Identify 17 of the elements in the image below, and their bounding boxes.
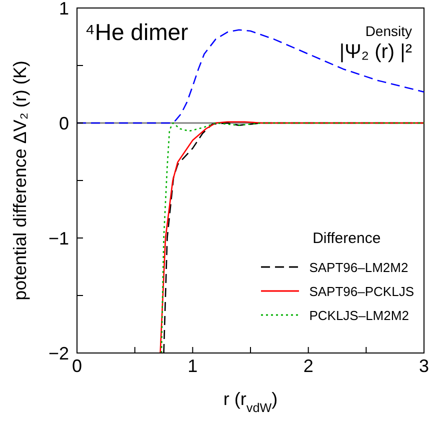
y-axis-title: potential difference ΔV₂ (r) (K) <box>10 60 30 300</box>
y-tick-label: 0 <box>58 113 69 134</box>
y-tick-label: −1 <box>48 228 69 248</box>
legend-title: Difference <box>312 230 382 247</box>
x-tick-label: 1 <box>188 356 198 376</box>
legend-label: SAPT96–LM2M2 <box>309 260 408 274</box>
legend-label: SAPT96–PCKLJS <box>309 284 414 298</box>
annotation: Density <box>365 23 412 39</box>
annotation: ⁴He dimer <box>85 19 189 45</box>
y-tick-label: 1 <box>58 0 69 18</box>
y-tick-label: −2 <box>48 343 69 364</box>
x-axis-title: r (r$_{vdW}$) <box>223 389 278 415</box>
x-tick-label: 3 <box>418 356 430 376</box>
x-tick-label: 0 <box>72 356 82 376</box>
legend-label: PCKLJS–LM2M2 <box>309 308 409 322</box>
series-label: |Ψ₂ (r) |² <box>339 41 412 63</box>
x-tick-label: 2 <box>303 356 314 376</box>
